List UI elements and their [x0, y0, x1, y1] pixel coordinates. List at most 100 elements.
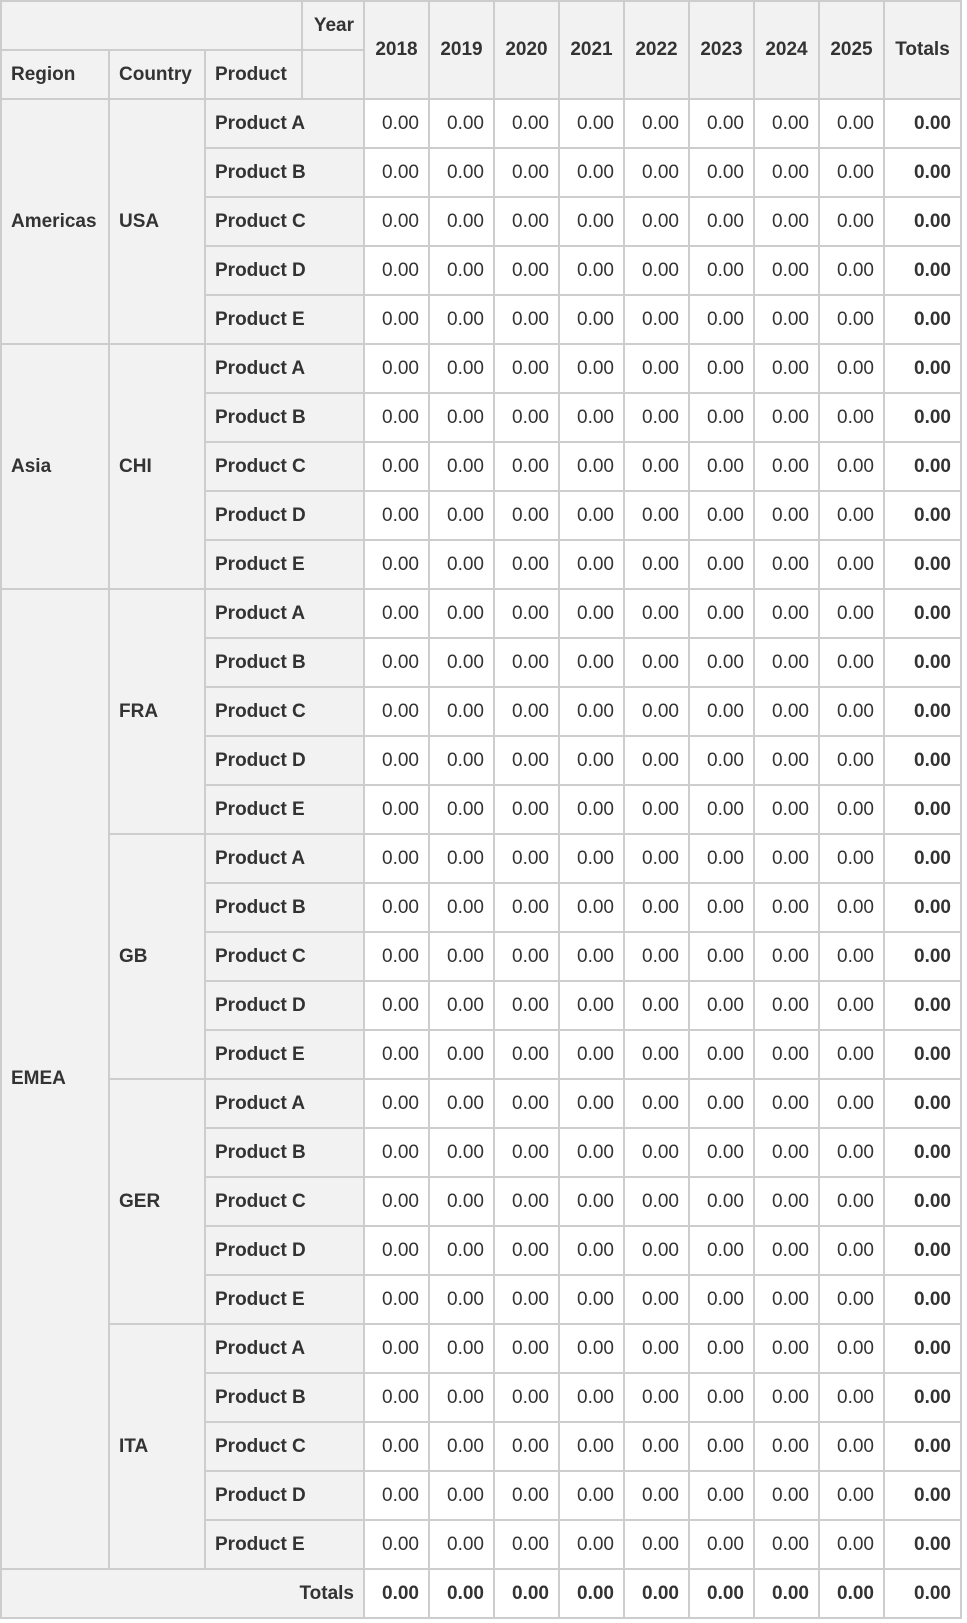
table-row: Product C 0.00 0.00 0.00 0.00 0.00 0.00 0.00 0.0…	[1, 1421, 962, 1472]
value-cell: 0.00	[688, 490, 755, 541]
row-total-cell: 0.00	[883, 588, 962, 639]
value-cell: 0.00	[493, 441, 560, 492]
column-header-year[interactable]: 2022	[623, 0, 690, 100]
value-cell: 0.00	[363, 294, 430, 345]
value-cell: 0.00	[623, 245, 690, 296]
country-label: CHI	[108, 343, 206, 590]
value-cell: 0.00	[363, 1519, 430, 1570]
column-header-year[interactable]: 2018	[363, 0, 430, 100]
value-cell: 0.00	[753, 245, 820, 296]
value-cell: 0.00	[558, 98, 625, 149]
value-cell: 0.00	[818, 1029, 885, 1080]
value-cell: 0.00	[428, 1225, 495, 1276]
product-label: Product B	[204, 1127, 365, 1178]
row-total-cell: 0.00	[883, 735, 962, 786]
value-cell: 0.00	[688, 1078, 755, 1129]
value-cell: 0.00	[688, 1421, 755, 1472]
value-cell: 0.00	[428, 1519, 495, 1570]
value-cell: 0.00	[818, 245, 885, 296]
value-cell: 0.00	[688, 441, 755, 492]
value-cell: 0.00	[493, 196, 560, 247]
row-total-cell: 0.00	[883, 1372, 962, 1423]
value-cell: 0.00	[558, 588, 625, 639]
table-row: ITA Product A 0.00 0.00 0.00 0.00 0.00 0.00 0.00…	[1, 1323, 962, 1570]
table-row: Product C 0.00 0.00 0.00 0.00 0.00 0.00 0.00 0.0…	[1, 686, 962, 737]
value-cell: 0.00	[558, 931, 625, 982]
value-cell: 0.00	[623, 637, 690, 688]
value-cell: 0.00	[623, 1421, 690, 1472]
value-cell: 0.00	[818, 735, 885, 786]
value-cell: 0.00	[688, 343, 755, 394]
column-header-year[interactable]: 2019	[428, 0, 495, 100]
value-cell: 0.00	[688, 147, 755, 198]
country-label: GER	[108, 1078, 206, 1325]
column-header-year[interactable]: 2025	[818, 0, 885, 100]
value-cell: 0.00	[558, 637, 625, 688]
header-row-columns: Year 2018 2019 2020 2021 2022 2023 2024 2025 Tota…	[0, 0, 962, 100]
value-cell: 0.00	[688, 588, 755, 639]
value-cell: 0.00	[558, 196, 625, 247]
value-cell: 0.00	[623, 1274, 690, 1325]
value-cell: 0.00	[558, 147, 625, 198]
value-cell: 0.00	[688, 1029, 755, 1080]
row-field-product[interactable]: Product	[204, 49, 303, 100]
value-cell: 0.00	[688, 1372, 755, 1423]
value-cell: 0.00	[753, 1470, 820, 1521]
column-header-year[interactable]: 2020	[493, 0, 560, 100]
value-cell: 0.00	[493, 245, 560, 296]
column-header-year[interactable]: 2024	[753, 0, 820, 100]
value-cell: 0.00	[428, 882, 495, 933]
row-total-cell: 0.00	[883, 882, 962, 933]
value-cell: 0.00	[623, 1372, 690, 1423]
value-cell: 0.00	[493, 1372, 560, 1423]
value-cell: 0.00	[493, 392, 560, 443]
value-cell: 0.00	[688, 1225, 755, 1276]
value-cell: 0.00	[493, 1176, 560, 1227]
value-cell: 0.00	[363, 588, 430, 639]
value-cell: 0.00	[818, 539, 885, 590]
value-cell: 0.00	[753, 1421, 820, 1472]
value-cell: 0.00	[818, 1225, 885, 1276]
value-cell: 0.00	[493, 1421, 560, 1472]
product-label: Product E	[204, 1029, 365, 1080]
product-label: Product E	[204, 1519, 365, 1570]
value-cell: 0.00	[363, 1029, 430, 1080]
value-cell: 0.00	[753, 441, 820, 492]
table-row: Americas USA Product A 0.00 0.00 0.00 0.00 0.00…	[0, 98, 962, 345]
column-total-cell: 0.00	[753, 1568, 820, 1619]
value-cell: 0.00	[558, 882, 625, 933]
product-label: Product E	[204, 294, 365, 345]
value-cell: 0.00	[818, 1078, 885, 1129]
row-total-cell: 0.00	[883, 1176, 962, 1227]
value-cell: 0.00	[623, 1176, 690, 1227]
value-cell: 0.00	[623, 1029, 690, 1080]
value-cell: 0.00	[363, 196, 430, 247]
value-cell: 0.00	[753, 784, 820, 835]
value-cell: 0.00	[558, 784, 625, 835]
row-total-cell: 0.00	[883, 1274, 962, 1325]
column-header-year[interactable]: 2021	[558, 0, 625, 100]
value-cell: 0.00	[558, 1127, 625, 1178]
value-cell: 0.00	[363, 490, 430, 541]
value-cell: 0.00	[688, 931, 755, 982]
value-cell: 0.00	[623, 882, 690, 933]
column-field-year[interactable]: Year	[301, 0, 365, 51]
value-cell: 0.00	[428, 686, 495, 737]
value-cell: 0.00	[818, 147, 885, 198]
row-field-region[interactable]: Region	[0, 49, 110, 100]
value-cell: 0.00	[363, 882, 430, 933]
table-row: GER Product A 0.00 0.00 0.00 0.00 0.00 0.00 0.00…	[1, 1078, 962, 1325]
value-cell: 0.00	[558, 833, 625, 884]
row-field-country[interactable]: Country	[108, 49, 206, 100]
value-cell: 0.00	[753, 147, 820, 198]
table-row: Product B 0.00 0.00 0.00 0.00 0.00 0.00 0.00 0.0…	[1, 392, 962, 443]
value-cell: 0.00	[428, 588, 495, 639]
value-cell: 0.00	[363, 637, 430, 688]
header-corner	[0, 0, 303, 51]
value-cell: 0.00	[753, 1127, 820, 1178]
product-label: Product C	[204, 196, 365, 247]
value-cell: 0.00	[558, 1225, 625, 1276]
value-cell: 0.00	[753, 1225, 820, 1276]
value-cell: 0.00	[363, 833, 430, 884]
column-header-year[interactable]: 2023	[688, 0, 755, 100]
